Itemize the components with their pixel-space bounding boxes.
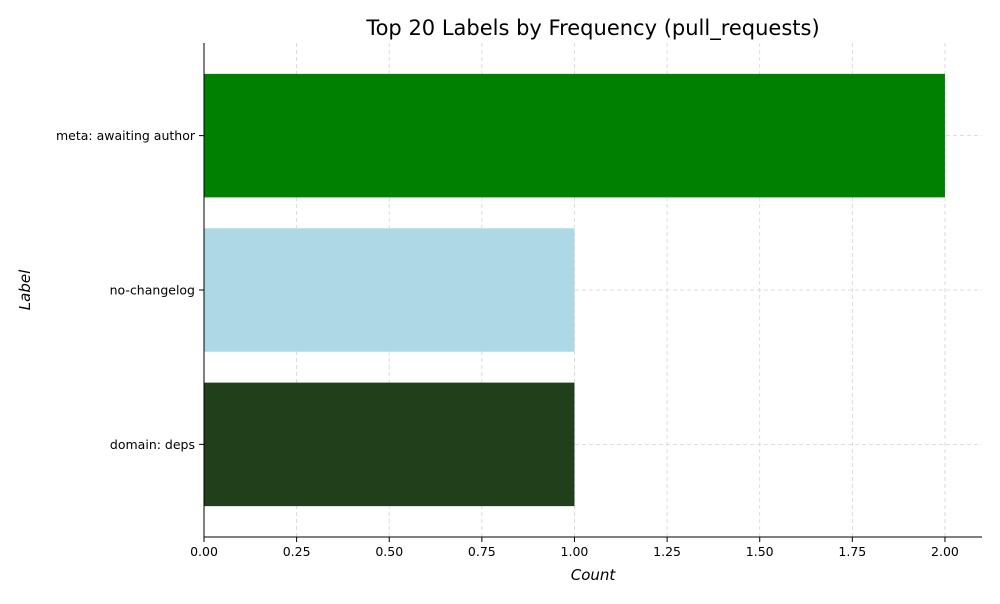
bar bbox=[204, 382, 575, 507]
x-tick-label: 0.50 bbox=[375, 544, 403, 559]
x-axis-title: Count bbox=[571, 566, 617, 584]
x-tick-label: 1.00 bbox=[561, 544, 589, 559]
bars bbox=[204, 73, 945, 507]
x-tick-label: 0.00 bbox=[190, 544, 218, 559]
x-ticks: 0.00 0.25 0.50 0.75 1.00 1.25 1.50 1.75 2.00 bbox=[190, 537, 959, 559]
x-tick-label: 1.75 bbox=[838, 544, 866, 559]
y-tick-label: meta: awaiting author bbox=[56, 128, 196, 143]
y-tick-label: no-changelog bbox=[110, 283, 195, 298]
chart-title: Top 20 Labels by Frequency (pull_request… bbox=[365, 16, 819, 41]
x-tick-label: 0.25 bbox=[283, 544, 311, 559]
x-tick-label: 0.75 bbox=[468, 544, 496, 559]
x-tick-label: 1.25 bbox=[653, 544, 681, 559]
x-tick-label: 1.50 bbox=[746, 544, 774, 559]
y-tick-label: domain: deps bbox=[110, 437, 195, 452]
x-tick-label: 2.00 bbox=[931, 544, 959, 559]
bar bbox=[204, 73, 945, 198]
y-axis-title: Label bbox=[16, 269, 34, 310]
bar bbox=[204, 228, 575, 352]
y-ticks: meta: awaiting author no-changelog domain:… bbox=[56, 128, 204, 452]
